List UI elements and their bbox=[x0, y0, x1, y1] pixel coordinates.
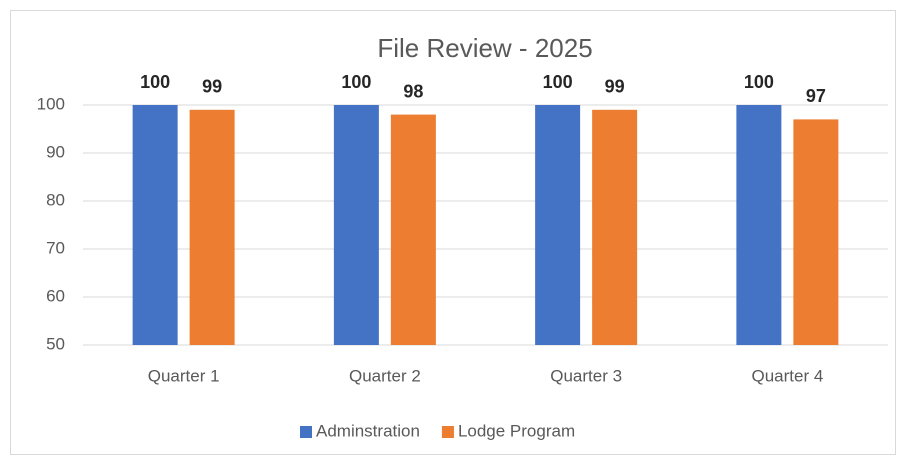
legend-swatch bbox=[300, 426, 312, 438]
y-tick-label: 70 bbox=[46, 238, 65, 257]
data-label: 97 bbox=[806, 86, 826, 106]
bar bbox=[390, 114, 436, 345]
x-tick-label: Quarter 2 bbox=[349, 366, 421, 385]
data-label: 100 bbox=[744, 72, 774, 92]
x-tick-label: Quarter 1 bbox=[148, 366, 220, 385]
bar bbox=[592, 109, 638, 345]
data-label: 100 bbox=[543, 72, 573, 92]
x-tick-label: Quarter 4 bbox=[751, 366, 823, 385]
legend-label: Adminstration bbox=[316, 421, 420, 440]
x-tick-label: Quarter 3 bbox=[550, 366, 622, 385]
chart-title: File Review - 2025 bbox=[377, 33, 592, 63]
data-label: 99 bbox=[605, 77, 625, 97]
bar bbox=[132, 105, 178, 345]
y-tick-label: 50 bbox=[46, 334, 65, 353]
data-label: 100 bbox=[140, 72, 170, 92]
bar bbox=[333, 105, 379, 345]
data-label: 98 bbox=[403, 81, 423, 101]
data-label: 99 bbox=[202, 77, 222, 97]
bar bbox=[189, 109, 235, 345]
y-tick-label: 90 bbox=[46, 142, 65, 161]
bar bbox=[736, 105, 782, 345]
y-tick-label: 60 bbox=[46, 286, 65, 305]
legend-swatch bbox=[441, 426, 454, 438]
y-tick-label: 100 bbox=[37, 94, 65, 113]
legend-label: Lodge Program bbox=[458, 421, 575, 440]
data-label: 100 bbox=[341, 72, 371, 92]
bar bbox=[535, 105, 581, 345]
y-tick-label: 80 bbox=[46, 190, 65, 209]
bar bbox=[793, 119, 839, 346]
